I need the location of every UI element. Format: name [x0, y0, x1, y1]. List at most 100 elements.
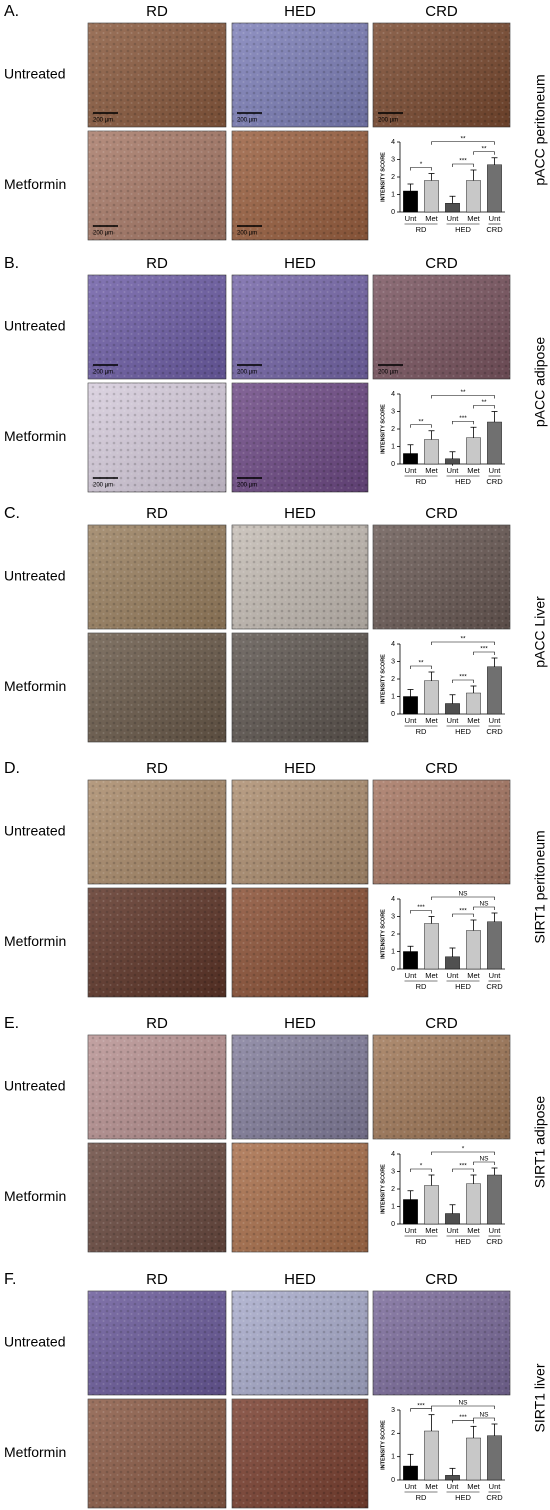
bar [487, 1174, 502, 1225]
scale-label: 200 µm [237, 231, 257, 237]
group-label: CRD [486, 727, 503, 736]
micrograph-shade [88, 525, 226, 629]
bar [466, 180, 481, 213]
row-label: Untreated [4, 66, 65, 82]
group-label: RD [416, 982, 427, 991]
micrograph-shade [232, 633, 368, 742]
bar [403, 1199, 418, 1225]
column-header: RD [146, 1015, 168, 1032]
x-tick-label: Met [467, 716, 480, 725]
micrograph-shade [88, 1291, 226, 1395]
x-tick-label: Unt [447, 1482, 460, 1491]
row-label: Metformin [4, 1444, 66, 1460]
significance-label: ** [481, 399, 487, 406]
tissue-label: SIRT1 peritoneum [532, 830, 548, 943]
bar [445, 703, 460, 715]
significance-bracket [473, 1161, 495, 1165]
group-label: CRD [486, 1237, 503, 1246]
row-label: Untreated [4, 568, 65, 584]
micrograph-shade [232, 1399, 368, 1508]
column-header: CRD [425, 760, 458, 777]
micrograph-shade [232, 275, 368, 379]
x-tick-label: Unt [405, 971, 418, 980]
column-header: HED [284, 505, 316, 522]
group-label: HED [455, 477, 471, 486]
bar [466, 692, 481, 715]
micrograph-shade [88, 780, 226, 884]
bar [466, 1183, 481, 1225]
group-label: CRD [486, 225, 503, 234]
bar [445, 1213, 460, 1225]
scale-label: 200 µm [378, 118, 398, 124]
x-tick-label: Unt [447, 716, 460, 725]
group-label: CRD [486, 477, 503, 486]
bar [466, 930, 481, 970]
significance-bracket [473, 151, 495, 155]
significance-bracket [473, 1417, 495, 1421]
panel-letter: E. [4, 1015, 19, 1032]
y-axis-label: INTENSITY SCORE [380, 1420, 386, 1470]
column-header: CRD [425, 1271, 458, 1288]
column-header: CRD [425, 505, 458, 522]
row-label: Untreated [4, 823, 65, 839]
group-label: HED [455, 727, 471, 736]
bar [424, 1430, 439, 1481]
micrograph-shade [88, 1143, 226, 1252]
micrograph-shade [88, 633, 226, 742]
column-header: CRD [425, 1015, 458, 1032]
y-tick-label: 1 [391, 191, 395, 198]
x-tick-label: Met [425, 466, 438, 475]
significance-bracket [410, 1168, 432, 1172]
x-tick-label: Met [425, 716, 438, 725]
tissue-label: SIRT1 adipose [532, 1096, 548, 1189]
x-tick-label: Unt [447, 1226, 460, 1235]
significance-label: *** [417, 1402, 425, 1409]
column-header: HED [284, 3, 316, 20]
y-axis-label: INTENSITY SCORE [380, 152, 386, 202]
row-label: Metformin [4, 933, 66, 949]
significance-bracket [410, 665, 432, 669]
bar [424, 180, 439, 213]
bar [487, 421, 502, 465]
micrograph-shade [373, 23, 510, 127]
row-label: Untreated [4, 1334, 65, 1350]
y-tick-label: 0 [391, 966, 395, 973]
bar [424, 680, 439, 715]
y-tick-label: 1 [391, 1454, 395, 1461]
bar [466, 1437, 481, 1481]
group-label: RD [416, 1493, 427, 1502]
x-tick-label: Unt [489, 466, 502, 475]
micrograph-shade [88, 888, 226, 997]
panel-letter: D. [4, 760, 20, 777]
tissue-label: pACC Liver [532, 596, 548, 668]
y-tick-label: 0 [391, 1477, 395, 1484]
significance-bracket [431, 1151, 495, 1155]
y-tick-label: 3 [391, 1168, 395, 1175]
significance-label: ** [460, 389, 466, 396]
bar [424, 1185, 439, 1225]
significance-label: NS [479, 901, 489, 908]
micrograph-shade [232, 1143, 368, 1252]
group-label: HED [455, 982, 471, 991]
significance-label: * [420, 161, 423, 168]
bar [424, 923, 439, 970]
group-label: CRD [486, 1493, 503, 1502]
bar [403, 453, 418, 465]
micrograph-shade [373, 1035, 510, 1139]
bar [424, 439, 439, 465]
group-label: RD [416, 1237, 427, 1246]
significance-label: *** [459, 158, 467, 165]
significance-bracket [452, 420, 474, 425]
x-tick-label: Unt [489, 214, 502, 223]
x-tick-label: Met [467, 214, 480, 223]
y-tick-label: 4 [391, 641, 395, 648]
y-axis-label: INTENSITY SCORE [380, 404, 386, 454]
y-tick-label: 3 [391, 156, 395, 163]
y-tick-label: 2 [391, 676, 395, 683]
micrograph-shade [232, 383, 368, 492]
significance-label: * [462, 1146, 465, 1153]
y-tick-label: 0 [391, 1221, 395, 1228]
y-axis-label: INTENSITY SCORE [380, 1164, 386, 1214]
micrograph-shade [232, 525, 368, 629]
scale-label: 200 µm [378, 370, 398, 376]
